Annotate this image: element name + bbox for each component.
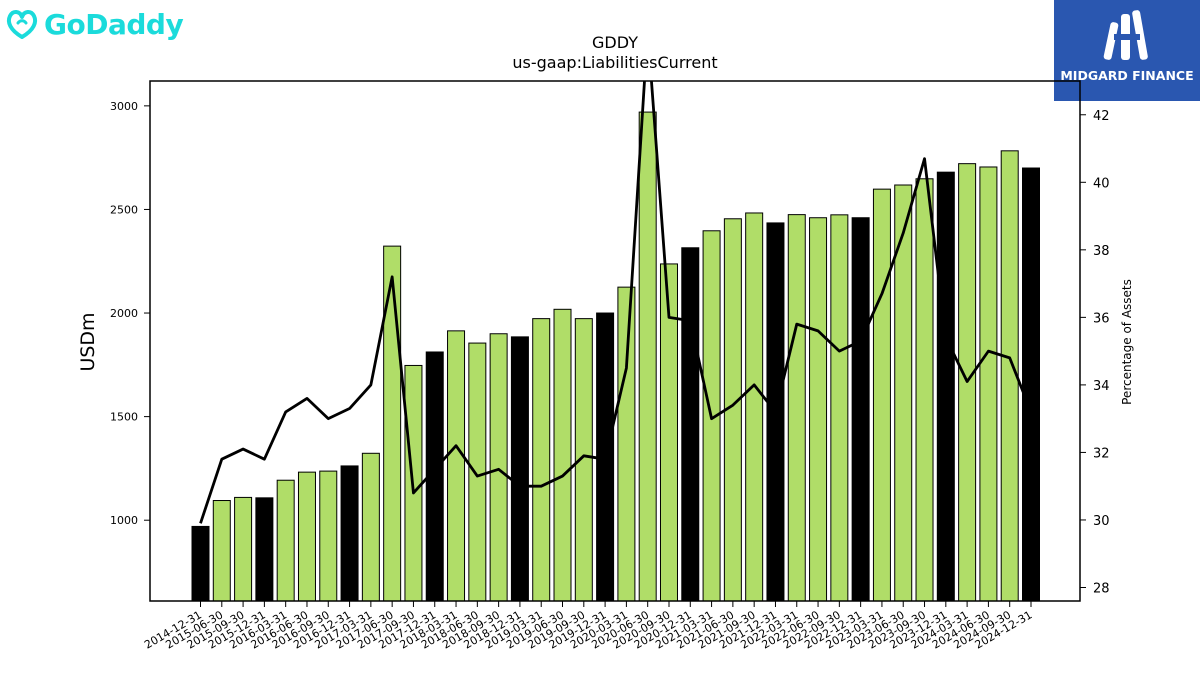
bar	[340, 465, 359, 601]
bar	[489, 333, 508, 601]
bar	[787, 214, 806, 601]
bar	[1022, 167, 1040, 601]
y-tick-label: 2000	[110, 307, 138, 320]
bar	[510, 336, 529, 601]
bar	[1000, 150, 1019, 601]
bar	[659, 263, 678, 601]
bar	[532, 318, 551, 601]
y2-tick-label: 36	[1093, 311, 1110, 326]
bar	[191, 525, 210, 601]
y2-tick-label: 32	[1093, 446, 1110, 461]
chart-title: GDDY	[592, 33, 638, 52]
godaddy-logo: GoDaddy	[4, 4, 184, 44]
bar	[830, 214, 849, 601]
bar-series	[191, 111, 1040, 601]
bar	[617, 286, 636, 601]
midgard-finance-text: MIDGARD FINANCE	[1060, 68, 1194, 83]
bar	[319, 470, 338, 601]
bar	[276, 479, 295, 601]
y2-tick-label: 40	[1093, 176, 1110, 191]
bar	[255, 497, 274, 601]
bar	[553, 308, 572, 601]
bar	[681, 247, 700, 601]
godaddy-heart-icon	[6, 10, 38, 39]
y-tick-label: 1500	[110, 411, 138, 424]
y2-tick-label: 28	[1093, 581, 1110, 596]
bar	[234, 496, 253, 601]
line-series	[199, 81, 1033, 524]
y-axis-label: USDm	[77, 312, 99, 371]
percentage-line	[199, 81, 1033, 524]
y-tick-label: 2500	[110, 203, 138, 216]
plot-frame	[149, 80, 1081, 602]
midgard-finance-logo: MIDGARD FINANCE	[1054, 0, 1200, 101]
bar	[851, 217, 870, 601]
bar	[894, 184, 913, 601]
y2-tick-label: 42	[1093, 109, 1110, 124]
y2-tick-label: 34	[1093, 379, 1110, 394]
midgard-mark-icon	[1103, 10, 1148, 60]
bar	[297, 471, 316, 601]
chart-subtitle: us-gaap:LiabilitiesCurrent	[512, 53, 717, 72]
bar	[212, 500, 231, 601]
bar	[958, 163, 977, 601]
y2-axis-label: Percentage of Assets	[1120, 279, 1134, 405]
bar	[447, 330, 466, 601]
bar	[638, 111, 657, 601]
y-tick-label: 1000	[110, 514, 138, 527]
godaddy-logo-text: GoDaddy	[44, 7, 184, 41]
bar	[723, 218, 742, 601]
bar	[979, 166, 998, 601]
y2-tick-label: 38	[1093, 244, 1110, 259]
bar	[809, 217, 828, 601]
bar	[872, 188, 891, 601]
y-tick-label: 3000	[110, 100, 138, 113]
bar	[915, 178, 934, 601]
bar	[361, 452, 380, 601]
y2-tick-label: 30	[1093, 514, 1110, 529]
bar	[936, 171, 955, 601]
bar	[574, 318, 593, 601]
bar	[745, 212, 764, 601]
bar	[383, 245, 402, 601]
